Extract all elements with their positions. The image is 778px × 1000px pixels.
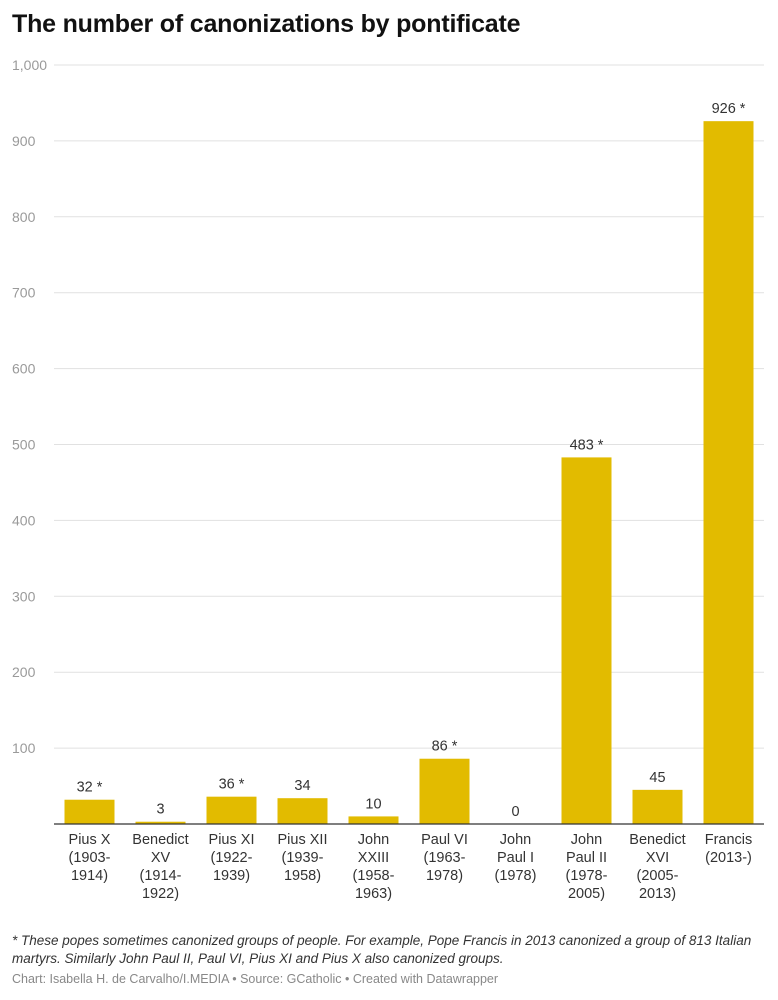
bar (561, 457, 612, 824)
x-tick-label: Francis (2013-) (705, 832, 753, 866)
bar (703, 121, 754, 824)
x-tick-label: Pius X (1903-1914) (69, 832, 111, 884)
data-label: 10 (365, 796, 381, 812)
footnote: * These popes sometimes canonized groups… (12, 933, 752, 966)
y-tick-label: 500 (12, 437, 36, 453)
data-label: 0 (511, 804, 519, 820)
y-tick-label: 100 (12, 740, 36, 756)
chart-credit: Chart: Isabella H. de Carvalho/I.MEDIA •… (12, 972, 499, 986)
data-label: 86 * (432, 739, 458, 755)
bar (135, 821, 186, 824)
x-tick-label: John Paul I (1978) (495, 832, 537, 884)
x-tick-label: Pius XII (1939-1958) (278, 832, 328, 884)
bar (206, 796, 257, 824)
y-tick-label: 300 (12, 588, 36, 604)
data-label: 34 (294, 778, 310, 794)
y-tick-label: 700 (12, 285, 36, 301)
x-tick-label: Benedict XV (1914-1922) (132, 832, 188, 902)
data-label: 483 * (570, 437, 604, 453)
y-tick-label: 800 (12, 209, 36, 225)
y-tick-label: 400 (12, 512, 36, 528)
data-label: 32 * (77, 780, 103, 796)
data-label: 36 * (219, 777, 245, 793)
y-tick-label: 200 (12, 664, 36, 680)
x-tick-label: John Paul II (1978-2005) (566, 832, 608, 902)
x-tick-label: John XXIII (1958-1963) (353, 832, 395, 902)
x-tick-label: Pius XI (1922-1939) (209, 832, 255, 884)
y-tick-label: 900 (12, 133, 36, 149)
chart-title: The number of canonizations by pontifica… (12, 10, 521, 38)
data-label: 3 (156, 802, 164, 818)
y-tick-label: 1,000 (12, 57, 47, 73)
y-tick-label: 600 (12, 361, 36, 377)
bar (419, 758, 470, 824)
x-tick-label: Paul VI (1963-1978) (421, 832, 468, 884)
bar (277, 798, 328, 824)
bar (632, 789, 683, 824)
x-tick-label: Benedict XVI (2005-2013) (629, 832, 685, 902)
bar (348, 816, 399, 824)
data-label: 926 * (712, 101, 746, 117)
data-label: 45 (649, 770, 665, 786)
bar (64, 799, 115, 824)
